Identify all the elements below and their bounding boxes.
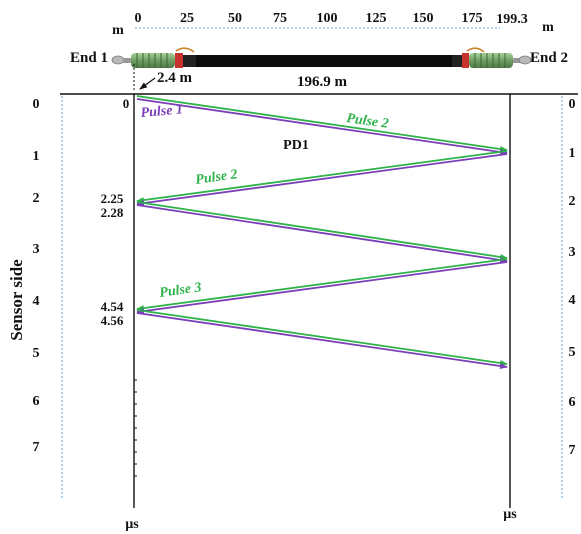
left-tick-5: 5 [33, 346, 40, 361]
scale-tick-25: 25 [180, 11, 194, 26]
left-termination [111, 47, 196, 68]
left-minor-ticks [134, 379, 137, 477]
pulse-2-trace-forward-2 [136, 201, 508, 260]
offset-arrow [139, 77, 156, 90]
scale-tick-0: 0 [135, 11, 142, 26]
cable-length-label: 196.9 m [297, 74, 348, 90]
scale-tick-125: 125 [366, 11, 387, 26]
event-time-2-25: 2.25 [101, 191, 124, 206]
pulse-1-trace-forward-2 [136, 204, 508, 263]
event-time-2-28: 2.28 [101, 205, 124, 220]
end-1-label: End 1 [70, 50, 108, 66]
sensor-side-label: Sensor side [7, 259, 26, 341]
right-tick-1: 1 [569, 146, 576, 161]
right-time-unit: µs [503, 507, 517, 522]
scale-tick-175: 175 [462, 11, 483, 26]
event-time-4-54: 4.54 [101, 299, 124, 314]
scale-end-value: 199.3 [496, 12, 528, 27]
pulse-1-trace-forward-1 [136, 98, 508, 155]
right-tick-2: 2 [569, 194, 576, 209]
pulse-2-label-upper: Pulse 2 [345, 111, 389, 132]
event-time-4-56: 4.56 [101, 313, 124, 328]
event-time-0: 0 [123, 96, 130, 111]
pulse-3-trace-return [136, 258, 508, 312]
scale-tick-150: 150 [413, 11, 434, 26]
right-tick-5: 5 [569, 345, 576, 360]
scale-unit-left: m [112, 23, 124, 38]
left-time-axis: 0 1 2 3 4 5 6 7 Sensor side [7, 96, 63, 500]
right-termination [452, 47, 532, 68]
pulse-traces [136, 95, 508, 369]
scale-unit-right: m [542, 20, 554, 35]
pulse-3-trace-forward [136, 309, 508, 366]
pulse-2-trace-return-1 [136, 150, 508, 204]
cable-body [196, 55, 464, 67]
pulse-1-trace-return-2 [136, 261, 508, 315]
right-tick-4: 4 [569, 293, 576, 308]
left-tick-1: 1 [33, 149, 40, 164]
right-tick-0: 0 [569, 97, 576, 112]
pulse-2-label-lower: Pulse 2 [194, 167, 238, 188]
left-tick-2: 2 [33, 191, 40, 206]
pulse-1-trace-return-1 [136, 153, 508, 207]
left-tick-4: 4 [33, 294, 40, 309]
pd1-label: PD1 [283, 138, 309, 153]
distance-scale: m 0 25 50 75 100 125 150 175 199.3 m [112, 11, 554, 38]
pulse-2-trace-forward-1 [136, 95, 508, 152]
scale-tick-75: 75 [273, 11, 287, 26]
right-tick-7: 7 [569, 443, 576, 458]
left-tick-3: 3 [33, 242, 40, 257]
pulse-3-label: Pulse 3 [158, 280, 202, 301]
left-tick-0: 0 [33, 97, 40, 112]
left-tick-7: 7 [33, 440, 40, 455]
scale-tick-50: 50 [228, 11, 242, 26]
right-time-axis: 0 1 2 3 4 5 6 7 [561, 96, 576, 500]
left-time-unit: µs [125, 517, 139, 532]
right-tick-6: 6 [569, 395, 576, 410]
cable: End 1 End 2 [70, 47, 568, 92]
offset-label: 2.4 m [157, 70, 193, 86]
end-2-label: End 2 [530, 50, 568, 66]
left-tick-6: 6 [33, 394, 40, 409]
scale-tick-100: 100 [317, 11, 338, 26]
right-tick-3: 3 [569, 245, 576, 260]
pulse-1-label: Pulse 1 [140, 102, 184, 121]
pulse-1-trace-forward-3 [136, 312, 508, 369]
